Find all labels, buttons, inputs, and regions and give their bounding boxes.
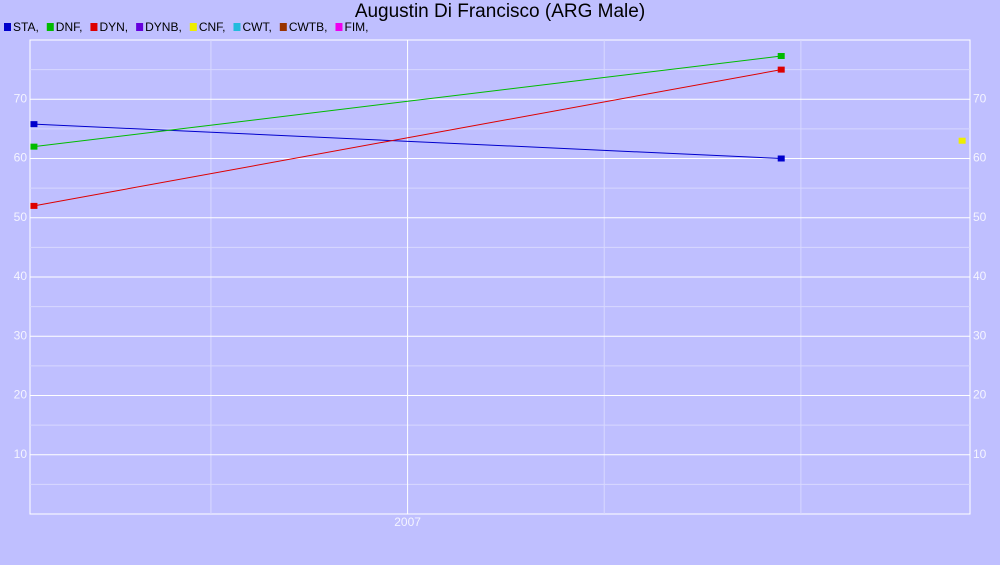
legend-swatch	[279, 23, 287, 31]
data-point	[777, 52, 785, 59]
y-tick-label: 30	[14, 328, 28, 342]
y2-tick-label: 60	[973, 151, 987, 165]
data-point	[30, 121, 38, 128]
legend-label: DNF,	[56, 20, 83, 34]
y-tick-label: 10	[14, 447, 28, 461]
data-point	[30, 202, 38, 209]
legend-swatch	[233, 23, 241, 31]
legend-label: CWTB,	[289, 20, 328, 34]
y-tick-label: 40	[14, 269, 28, 283]
legend-swatch	[90, 23, 98, 31]
legend-swatch	[46, 23, 54, 31]
data-point	[777, 155, 785, 162]
y2-tick-label: 70	[973, 91, 987, 105]
legend-swatch	[335, 23, 343, 31]
y-tick-label: 70	[14, 91, 28, 105]
series-line	[33, 55, 782, 148]
data-point	[958, 137, 966, 144]
legend-label: DYNB,	[145, 20, 182, 34]
legend-swatch	[189, 23, 197, 31]
legend-label: STA,	[13, 20, 39, 34]
legend-label: FIM,	[344, 20, 368, 34]
y2-tick-label: 40	[973, 269, 987, 283]
y-tick-label: 60	[14, 151, 28, 165]
legend-swatch	[136, 23, 144, 31]
y2-tick-label: 10	[973, 447, 987, 461]
data-point	[30, 143, 38, 150]
series-line	[33, 123, 782, 159]
series-line	[33, 69, 782, 207]
chart-title: Augustin Di Francisco (ARG Male)	[355, 1, 645, 22]
y-tick-label: 50	[14, 210, 28, 224]
legend-label: CWT,	[242, 20, 271, 34]
legend-label: CNF,	[199, 20, 226, 34]
y-tick-label: 20	[14, 388, 28, 402]
y2-tick-label: 30	[973, 328, 987, 342]
data-point	[777, 66, 785, 73]
legend-label: DYN,	[99, 20, 128, 34]
y2-tick-label: 50	[973, 210, 987, 224]
y2-tick-label: 20	[973, 388, 987, 402]
x-tick-label: 2007	[394, 515, 421, 529]
legend-swatch	[4, 23, 11, 31]
